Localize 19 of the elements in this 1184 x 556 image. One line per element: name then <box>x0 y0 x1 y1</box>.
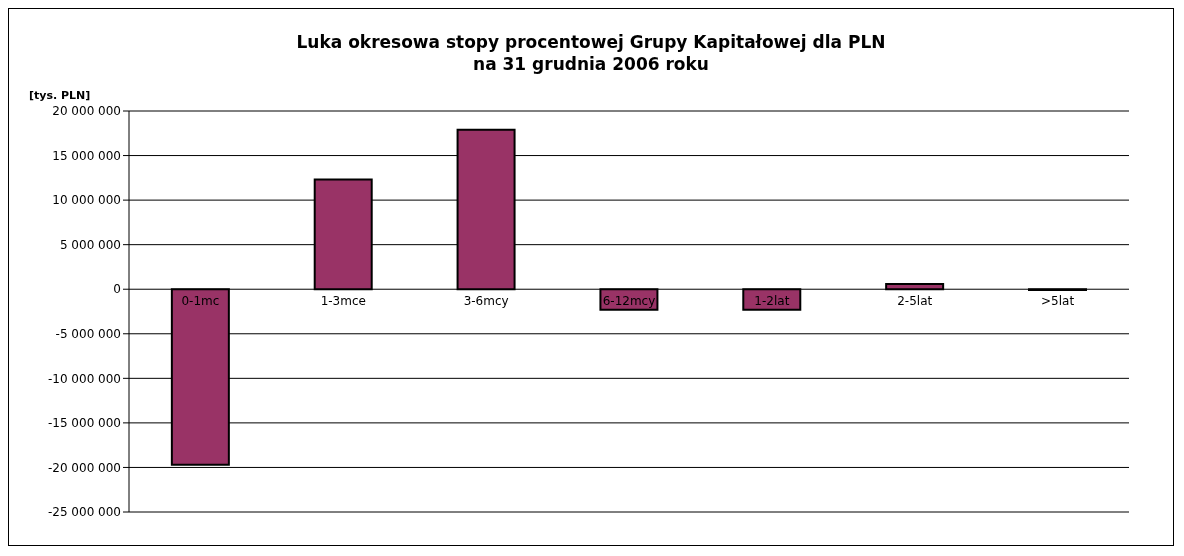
y-tick-label: 0 <box>113 282 121 297</box>
x-tick-label: >5lat <box>1041 294 1075 309</box>
y-tick-label: 20 000 000 <box>52 104 121 119</box>
y-tick-label: 5 000 000 <box>59 237 121 252</box>
y-tick-label: -15 000 000 <box>47 416 121 431</box>
y-tick-label: -25 000 000 <box>47 505 121 520</box>
x-tick-label: 1-3mce <box>320 294 366 309</box>
y-axis-title: [tys. PLN] <box>29 89 92 103</box>
y-tick-label: 10 000 000 <box>52 193 121 208</box>
y-tick-label: -10 000 000 <box>47 371 121 386</box>
x-tick-label: 2-5lat <box>897 294 933 309</box>
chart-title: Luka okresowa stopy procentowej Grupy Kapitałowej dla PLN na 31 grudnia 2006 roku <box>295 31 887 75</box>
x-tick-label: 0-1mc <box>181 294 220 309</box>
x-tick-label: 6-12mcy <box>602 294 656 309</box>
x-tick-label: 1-2lat <box>754 294 790 309</box>
y-tick-label: -20 000 000 <box>47 460 121 475</box>
y-tick-label: -5 000 000 <box>55 327 121 342</box>
y-tick-label: 15 000 000 <box>52 148 121 163</box>
x-tick-label: 3-6mcy <box>463 294 509 309</box>
